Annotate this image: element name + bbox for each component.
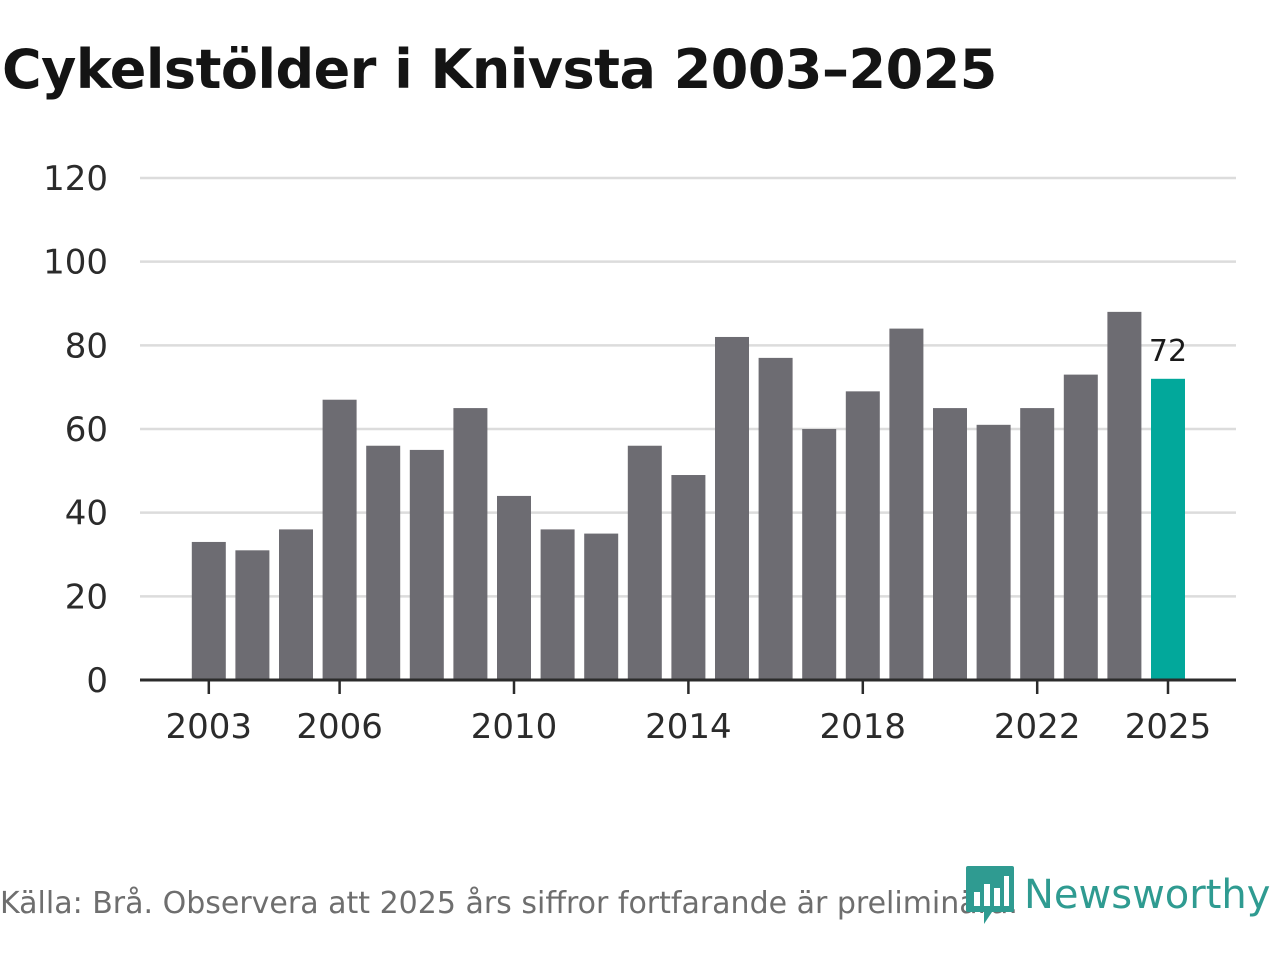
bar-2018 bbox=[845, 391, 880, 680]
newsworthy-logo-icon bbox=[966, 866, 1014, 924]
bar-2023 bbox=[1063, 374, 1098, 680]
x-axis-ticks: 2003 2006 2010 2014 2018 2022 2025 bbox=[166, 680, 1212, 747]
data-labels: 72 bbox=[1149, 334, 1187, 369]
bar-2006 bbox=[322, 399, 357, 680]
bar-2019 bbox=[889, 328, 924, 680]
y-tick-label: 100 bbox=[43, 243, 108, 283]
x-tick-label: 2010 bbox=[471, 707, 558, 747]
x-tick-label: 2014 bbox=[645, 707, 732, 747]
bar-2022 bbox=[1020, 408, 1055, 680]
bar-2013 bbox=[627, 445, 662, 680]
bar-2015 bbox=[715, 336, 749, 680]
chart-title: Cykelstölder i Knivsta 2003–2025 bbox=[2, 38, 997, 101]
bar-2007 bbox=[366, 445, 401, 680]
bar-2005 bbox=[279, 529, 313, 680]
bar-chart: 0 20 40 60 80 100 120 2003 2006 2010 2014 2018 2022… bbox=[43, 159, 1236, 747]
x-tick-label: 2022 bbox=[994, 707, 1081, 747]
bar-2017 bbox=[802, 429, 837, 680]
x-tick-label: 2018 bbox=[820, 707, 907, 747]
bar-2012 bbox=[584, 533, 619, 680]
y-tick-label: 60 bbox=[65, 410, 108, 450]
source-note: Källa: Brå. Observera att 2025 års siffr… bbox=[0, 886, 1018, 921]
y-tick-label: 20 bbox=[65, 577, 108, 617]
x-tick-label: 2003 bbox=[166, 707, 253, 747]
bar-2021 bbox=[976, 424, 1011, 680]
data-label-2025: 72 bbox=[1149, 334, 1187, 369]
bar-2025 bbox=[1151, 378, 1185, 680]
bar-2010 bbox=[497, 495, 531, 680]
bar-2011 bbox=[540, 529, 575, 680]
bar-2004 bbox=[235, 550, 270, 680]
y-axis-ticks: 0 20 40 60 80 100 120 bbox=[43, 159, 108, 701]
bar-2003 bbox=[191, 541, 226, 680]
x-tick-label: 2025 bbox=[1125, 707, 1212, 747]
bar-2020 bbox=[933, 408, 967, 680]
bar-2024 bbox=[1107, 311, 1142, 680]
y-tick-label: 120 bbox=[43, 159, 108, 199]
x-tick-label: 2006 bbox=[296, 707, 383, 747]
brand-name: Newsworthy bbox=[1024, 872, 1271, 918]
bars bbox=[191, 311, 1185, 680]
bar-2014 bbox=[671, 475, 706, 680]
y-tick-label: 0 bbox=[86, 661, 108, 701]
bar-2008 bbox=[409, 449, 444, 680]
bar-2016 bbox=[758, 357, 793, 680]
bar-2009 bbox=[453, 408, 488, 680]
y-tick-label: 40 bbox=[65, 494, 108, 534]
brand-logo: Newsworthy bbox=[964, 864, 1270, 926]
y-tick-label: 80 bbox=[65, 326, 108, 366]
